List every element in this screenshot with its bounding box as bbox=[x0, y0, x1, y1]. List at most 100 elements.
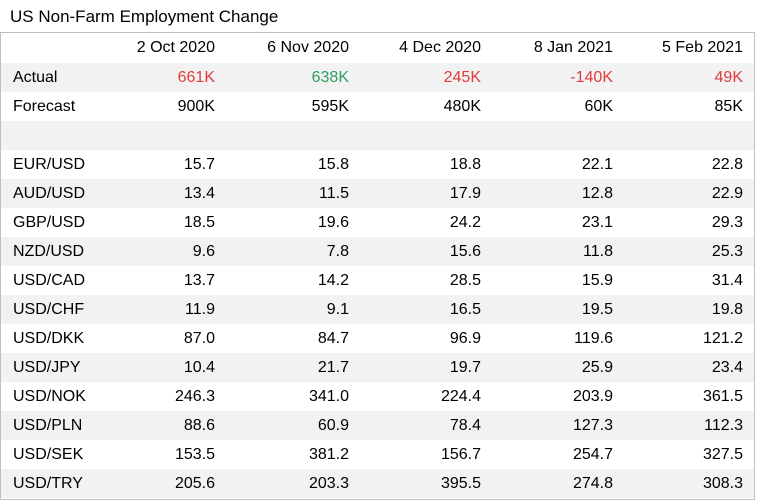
row-label: USD/CHF bbox=[13, 301, 85, 318]
spacer-row bbox=[1, 121, 754, 150]
table-cell: 88.6 bbox=[183, 417, 215, 434]
forecast-value: 85K bbox=[714, 98, 743, 115]
table-cell: 19.6 bbox=[317, 214, 349, 231]
table-cell: 96.9 bbox=[449, 330, 481, 347]
table-cell: 119.6 bbox=[574, 330, 613, 347]
actual-value: 638K bbox=[311, 69, 349, 86]
table-cell: 153.5 bbox=[174, 446, 215, 463]
row-label: AUD/USD bbox=[13, 185, 86, 202]
column-header: 6 Nov 2020 bbox=[267, 39, 349, 56]
table-row: USD/TRY 205.6 203.3 395.5 274.8 308.3 bbox=[1, 469, 754, 498]
table-row: AUD/USD 13.4 11.5 17.9 12.8 22.9 bbox=[1, 179, 754, 208]
table-cell: 15.8 bbox=[317, 156, 349, 173]
table-cell: 246.3 bbox=[174, 388, 215, 405]
table-cell: 127.3 bbox=[572, 417, 613, 434]
table-cell: 274.8 bbox=[572, 475, 613, 492]
actual-value: 661K bbox=[177, 69, 215, 86]
table-cell: 31.4 bbox=[711, 272, 743, 289]
row-label: USD/SEK bbox=[13, 446, 84, 463]
table-row: USD/JPY 10.4 21.7 19.7 25.9 23.4 bbox=[1, 353, 754, 382]
table-row: USD/NOK 246.3 341.0 224.4 203.9 361.5 bbox=[1, 382, 754, 411]
table-cell: 112.3 bbox=[704, 417, 743, 434]
row-label: GBP/USD bbox=[13, 214, 86, 231]
table-cell: 205.6 bbox=[174, 475, 215, 492]
table-cell: 23.4 bbox=[711, 359, 743, 376]
table-cell: 11.5 bbox=[319, 185, 349, 202]
table-cell: 11.9 bbox=[185, 301, 215, 318]
table-cell: 16.5 bbox=[449, 301, 481, 318]
table-cell: 25.3 bbox=[711, 243, 743, 260]
table-cell: 14.2 bbox=[317, 272, 349, 289]
row-label: Forecast bbox=[13, 98, 76, 115]
table-cell: 15.6 bbox=[449, 243, 481, 260]
table-cell: 60.9 bbox=[317, 417, 349, 434]
table-cell: 381.2 bbox=[308, 446, 349, 463]
actual-value: 49K bbox=[714, 69, 743, 86]
table-cell: 18.8 bbox=[449, 156, 481, 173]
table-row: USD/PLN 88.6 60.9 78.4 127.3 112.3 bbox=[1, 411, 754, 440]
row-label: USD/JPY bbox=[13, 359, 81, 376]
table-cell: 341.0 bbox=[308, 388, 349, 405]
table-cell: 22.1 bbox=[581, 156, 613, 173]
table-cell: 224.4 bbox=[440, 388, 481, 405]
column-header: 2 Oct 2020 bbox=[136, 39, 215, 56]
table-cell: 28.5 bbox=[449, 272, 481, 289]
column-header: 8 Jan 2021 bbox=[533, 39, 613, 56]
table-cell: 308.3 bbox=[702, 475, 743, 492]
table-cell: 203.3 bbox=[308, 475, 349, 492]
table-cell: 121.2 bbox=[702, 330, 743, 347]
table-cell: 13.4 bbox=[183, 185, 215, 202]
table-row: NZD/USD 9.6 7.8 15.6 11.8 25.3 bbox=[1, 237, 754, 266]
table-cell: 9.6 bbox=[192, 243, 215, 260]
table-cell: 19.5 bbox=[581, 301, 613, 318]
table-cell: 15.9 bbox=[581, 272, 613, 289]
table-cell: 327.5 bbox=[702, 446, 743, 463]
data-rows: EUR/USD 15.7 15.8 18.8 22.1 22.8 AUD/USD 13.4 11… bbox=[1, 150, 754, 498]
table-cell: 18.5 bbox=[183, 214, 215, 231]
table-cell: 23.1 bbox=[581, 214, 613, 231]
table-cell: 156.7 bbox=[440, 446, 481, 463]
table-row: USD/DKK 87.0 84.7 96.9 119.6 121.2 bbox=[1, 324, 754, 353]
row-label: USD/CAD bbox=[13, 272, 86, 289]
row-label: Actual bbox=[13, 69, 58, 86]
table-cell: 9.1 bbox=[326, 301, 349, 318]
table-cell: 203.9 bbox=[572, 388, 613, 405]
column-header: 5 Feb 2021 bbox=[662, 39, 743, 56]
table-row: EUR/USD 15.7 15.8 18.8 22.1 22.8 bbox=[1, 150, 754, 179]
table-cell: 12.8 bbox=[581, 185, 613, 202]
actual-value: -140K bbox=[570, 69, 613, 86]
table-cell: 13.7 bbox=[183, 272, 215, 289]
row-label: EUR/USD bbox=[13, 156, 86, 173]
column-header: 4 Dec 2020 bbox=[399, 39, 481, 56]
table-cell: 15.7 bbox=[183, 156, 215, 173]
actual-row: Actual 661K 638K 245K -140K 49K bbox=[1, 63, 754, 92]
table-cell: 361.5 bbox=[702, 388, 743, 405]
row-label: USD/TRY bbox=[13, 475, 83, 492]
table-row: USD/SEK 153.5 381.2 156.7 254.7 327.5 bbox=[1, 440, 754, 469]
table-row: GBP/USD 18.5 19.6 24.2 23.1 29.3 bbox=[1, 208, 754, 237]
table-cell: 21.7 bbox=[317, 359, 349, 376]
forecast-value: 900K bbox=[177, 98, 215, 115]
table-cell: 22.8 bbox=[711, 156, 743, 173]
table-cell: 78.4 bbox=[449, 417, 481, 434]
forecast-value: 480K bbox=[443, 98, 481, 115]
row-label: USD/PLN bbox=[13, 417, 83, 434]
row-label: USD/NOK bbox=[13, 388, 86, 405]
table-cell: 25.9 bbox=[581, 359, 613, 376]
table-cell: 254.7 bbox=[572, 446, 613, 463]
table-cell: 17.9 bbox=[449, 185, 481, 202]
table-cell: 87.0 bbox=[183, 330, 215, 347]
table-cell: 84.7 bbox=[317, 330, 349, 347]
table-cell: 7.8 bbox=[326, 243, 349, 260]
table-row: USD/CHF 11.9 9.1 16.5 19.5 19.8 bbox=[1, 295, 754, 324]
data-table: 2 Oct 2020 6 Nov 2020 4 Dec 2020 8 Jan 2… bbox=[0, 32, 755, 500]
forecast-value: 595K bbox=[311, 98, 349, 115]
table-cell: 395.5 bbox=[440, 475, 481, 492]
table-cell: 24.2 bbox=[449, 214, 481, 231]
header-row: 2 Oct 2020 6 Nov 2020 4 Dec 2020 8 Jan 2… bbox=[1, 33, 754, 63]
table-title: US Non-Farm Employment Change bbox=[10, 7, 279, 26]
row-label: USD/DKK bbox=[13, 330, 85, 347]
table-cell: 22.9 bbox=[711, 185, 743, 202]
forecast-row: Forecast 900K 595K 480K 60K 85K bbox=[1, 92, 754, 121]
table-cell: 19.8 bbox=[711, 301, 743, 318]
